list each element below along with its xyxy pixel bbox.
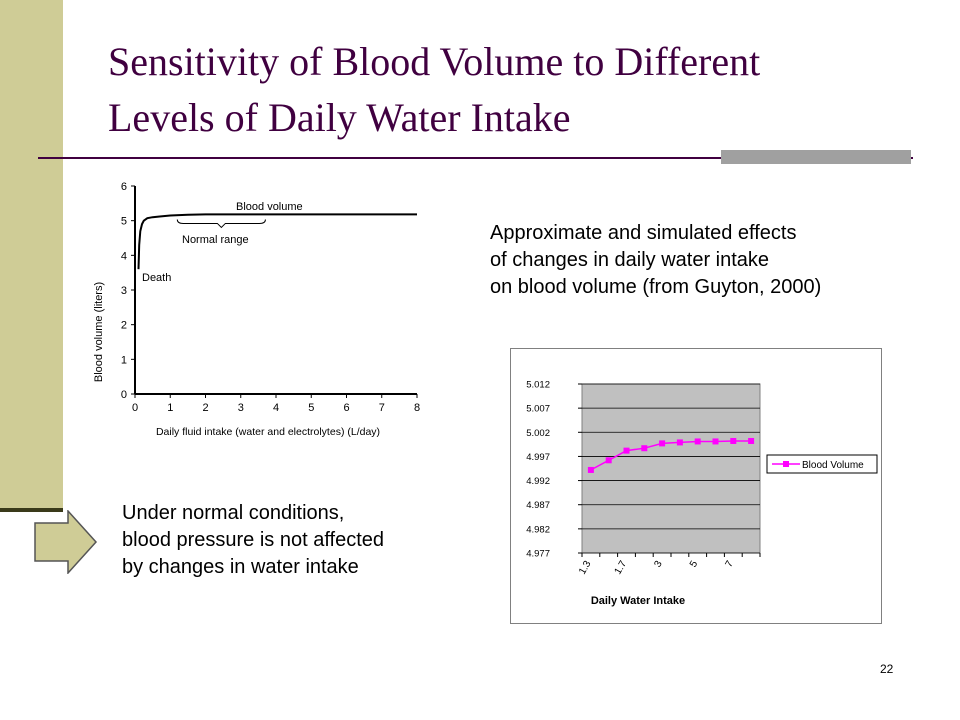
blood-volume-point: [641, 445, 648, 452]
guyton-x-tick-label: 6: [343, 402, 349, 414]
guyton-death-label: Death: [142, 272, 171, 284]
guyton-y-tick-label: 4: [121, 250, 127, 262]
title-divider-accent: [721, 150, 911, 164]
left-accent-bar-shadow: [0, 508, 63, 512]
simulated-y-tick-label: 4.977: [526, 549, 550, 560]
blood-volume-point: [676, 439, 683, 446]
blood-volume-point: [694, 438, 701, 445]
guyton-x-tick-label: 7: [379, 402, 385, 414]
simulated-x-tick-label: 5: [688, 559, 701, 570]
guyton-x-tick-label: 2: [202, 402, 208, 414]
guyton-x-tick-label: 8: [414, 402, 420, 414]
blood-volume-point: [623, 447, 630, 454]
guyton-blood-volume-chart: 0 1 2 3 4 5 6 0 1 2 3 4 5 6 7 8 Blood volume Normal ra…: [93, 181, 420, 438]
guyton-y-tick-label: 6: [121, 181, 127, 193]
blood-volume-point: [712, 438, 719, 445]
right-arrow-icon: [34, 510, 98, 574]
simulated-y-tick-labels: 4.977 4.982 4.987 4.992 4.997 5.002 5.007 5.012: [526, 380, 582, 560]
guyton-y-tick-label: 0: [121, 389, 127, 401]
blood-volume-series-line: [590, 440, 752, 471]
legend-box: [766, 454, 878, 474]
blood-volume-series-points: [587, 437, 755, 473]
guyton-normal-range-label: Normal range: [182, 234, 249, 246]
chart-caption: Approximate and simulated effects of cha…: [490, 220, 950, 301]
simulated-y-tick-label: 5.007: [526, 404, 550, 415]
note-line-3: by changes in water intake: [122, 556, 359, 578]
guyton-x-tick-label: 4: [273, 402, 279, 414]
legend-marker-swatch: [783, 461, 789, 467]
caption-line-3: on blood volume (from Guyton, 2000): [490, 276, 822, 298]
simulated-y-tick-label: 5.002: [526, 428, 550, 439]
simulated-y-tick-label: 5.012: [526, 380, 550, 391]
blood-volume-point: [748, 437, 755, 444]
guyton-y-tick-label: 5: [121, 216, 127, 228]
guyton-y-tick-label: 2: [121, 320, 127, 332]
guyton-curve-label: Blood volume: [236, 201, 303, 213]
simulated-y-tick-label: 4.982: [526, 524, 550, 535]
title-divider: [38, 157, 913, 159]
blood-volume-point: [659, 440, 666, 447]
guyton-x-tick-label: 3: [238, 402, 244, 414]
simulated-x-axis-label: Daily Water Intake: [591, 595, 685, 607]
chart-legend: Blood Volume: [766, 454, 878, 474]
caption-line-1: Approximate and simulated effects: [490, 222, 797, 244]
guyton-y-tick-labels: 0 1 2 3 4 5 6: [121, 181, 135, 401]
note-line-1: Under normal conditions,: [122, 502, 345, 524]
guyton-x-tick-label: 1: [167, 402, 173, 414]
guyton-x-tick-label: 0: [132, 402, 138, 414]
blood-volume-point: [587, 466, 594, 473]
simulated-y-tick-label: 4.997: [526, 452, 550, 463]
caption-line-2: of changes in daily water intake: [490, 249, 770, 271]
plot-area: [581, 383, 761, 554]
guyton-y-axis-label: Blood volume (liters): [93, 282, 105, 382]
guyton-x-tick-labels: 0 1 2 3 4 5 6 7 8: [132, 394, 420, 414]
note-text: Under normal conditions, blood pressure …: [122, 500, 502, 581]
simulated-y-tick-label: 4.987: [526, 500, 550, 511]
guyton-x-tick-label: 5: [308, 402, 314, 414]
guyton-y-tick-label: 1: [121, 354, 127, 366]
note-line-2: blood pressure is not affected: [122, 529, 385, 551]
blood-volume-point: [605, 457, 612, 464]
slide-title-line-1: Sensitivity of Blood Volume to Different: [108, 39, 761, 84]
guyton-x-axis-label: Daily fluid intake (water and electrolyt…: [156, 426, 380, 438]
slide-title-line-2: Levels of Daily Water Intake: [108, 95, 571, 140]
blood-volume-point: [730, 437, 737, 444]
page-number: 22: [880, 662, 894, 676]
simulated-x-tick-label: 7: [724, 559, 737, 570]
left-accent-bar: [0, 0, 63, 512]
simulated-blood-volume-chart: 4.977 4.982 4.987 4.992 4.997 5.002 5.007 5.012…: [510, 348, 882, 624]
guyton-axes: [134, 186, 417, 395]
simulated-y-tick-label: 4.992: [526, 476, 550, 487]
slide-title: Sensitivity of Blood Volume to Different…: [108, 34, 938, 146]
guyton-y-tick-label: 3: [121, 285, 127, 297]
legend-series-name: Blood Volume: [802, 460, 864, 471]
guyton-normal-range-bracket: [176, 219, 266, 229]
guyton-blood-volume-curve: [137, 213, 417, 270]
simulated-x-tick-label: 3: [652, 559, 665, 570]
